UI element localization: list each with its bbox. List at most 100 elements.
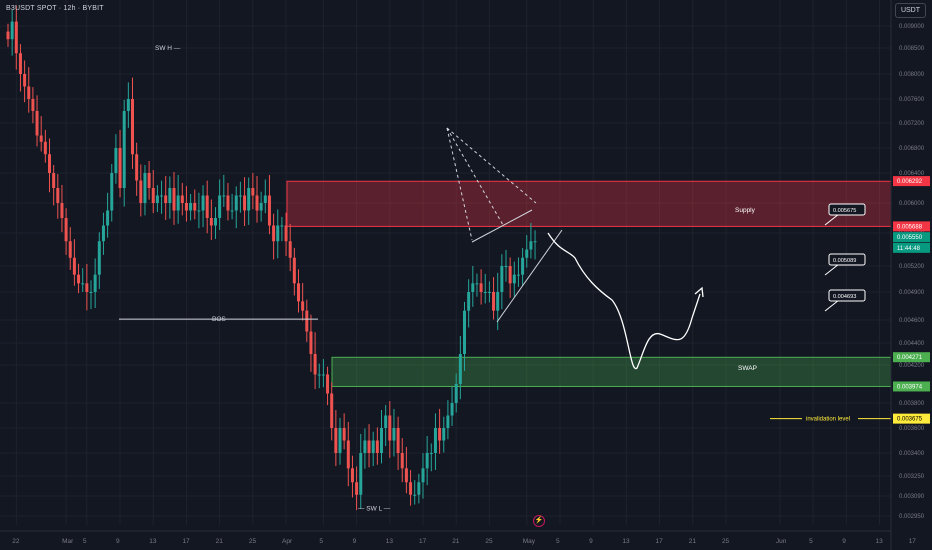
candle	[326, 374, 330, 394]
price-tick: 0.006400	[899, 171, 925, 177]
candle	[309, 331, 313, 354]
candle	[388, 415, 392, 441]
time-tick: 25	[485, 538, 493, 545]
candle	[193, 203, 197, 211]
candle	[272, 225, 276, 242]
candle	[413, 494, 417, 496]
time-tick: 13	[386, 538, 394, 545]
candle	[77, 274, 81, 284]
candle	[367, 440, 371, 453]
price-axis[interactable]	[891, 0, 932, 550]
candle	[350, 468, 354, 483]
currency-button[interactable]: USDT	[894, 3, 926, 18]
price-tag-label: 11:44:48	[897, 246, 921, 252]
target-box[interactable]	[828, 289, 866, 302]
candle	[409, 482, 413, 495]
lightning-icon[interactable]: ⚡	[533, 515, 545, 527]
candle	[301, 301, 305, 311]
candle	[508, 266, 512, 284]
candle	[492, 292, 496, 311]
candle	[525, 249, 529, 258]
target-label: 0.005089	[833, 258, 856, 264]
candle	[205, 195, 209, 218]
price-tag	[893, 352, 930, 363]
candle	[404, 468, 408, 483]
candle	[243, 195, 247, 211]
candle	[359, 453, 363, 495]
candle	[313, 354, 317, 375]
price-tick: 0.006800	[899, 146, 925, 152]
time-tick: Apr	[282, 538, 293, 545]
swap-label: SWAP	[738, 365, 757, 372]
price-tag	[893, 242, 930, 253]
candle	[168, 188, 172, 203]
time-tick: 17	[419, 538, 427, 545]
price-tag	[893, 221, 930, 232]
candle	[238, 195, 242, 197]
swing-high-label: SW H —	[155, 45, 181, 52]
target-box[interactable]	[828, 253, 866, 266]
time-tick: 13	[622, 538, 630, 545]
candle	[126, 99, 130, 111]
candle	[14, 21, 18, 54]
candle	[81, 283, 85, 285]
candle	[180, 195, 184, 203]
price-tick: 0.008500	[899, 46, 925, 52]
time-tick: 25	[249, 538, 257, 545]
candle	[421, 468, 425, 483]
candle	[463, 310, 466, 354]
candle	[118, 148, 122, 188]
candle	[471, 283, 475, 292]
candle	[201, 195, 205, 211]
candle	[450, 403, 454, 416]
candle	[375, 440, 379, 453]
time-tick: 21	[689, 538, 697, 545]
time-tick: 9	[353, 538, 357, 545]
candle	[467, 292, 471, 311]
candle	[106, 210, 110, 226]
candle	[263, 195, 267, 203]
candle	[512, 274, 516, 284]
time-tick: 5	[556, 538, 560, 545]
price-tick: 0.007200	[899, 121, 925, 127]
target-pointer	[824, 213, 840, 226]
candle	[342, 428, 346, 441]
candle	[346, 440, 350, 469]
candle	[533, 241, 537, 243]
candle	[475, 283, 479, 285]
candle	[214, 218, 217, 226]
triangle-upper	[471, 209, 533, 243]
candle	[446, 415, 450, 428]
candle	[496, 292, 500, 311]
time-tick: 9	[842, 538, 846, 545]
candle	[433, 428, 437, 453]
swap-zone	[331, 356, 892, 387]
candle	[18, 53, 22, 74]
target-pointer	[824, 263, 840, 276]
candle	[321, 374, 325, 376]
candle	[305, 310, 309, 332]
target-box[interactable]	[828, 203, 866, 216]
price-tick: 0.003600	[899, 426, 925, 432]
price-tag	[893, 176, 930, 187]
candle	[259, 203, 263, 211]
candle	[330, 393, 334, 428]
candle	[197, 210, 201, 212]
price-tag	[893, 381, 930, 392]
dashed-projection	[446, 127, 537, 204]
candle	[222, 195, 226, 197]
candle	[442, 428, 446, 441]
price-tag-label: 0.003675	[897, 417, 923, 423]
swing-low-label: — SW L —	[358, 505, 391, 512]
candle	[52, 173, 56, 188]
candle	[479, 283, 483, 292]
time-tick: 13	[876, 538, 884, 545]
time-tick: 13	[149, 538, 157, 545]
candle	[27, 86, 31, 99]
candle	[251, 188, 255, 196]
time-tick: 21	[216, 538, 224, 545]
candle	[363, 440, 367, 453]
candle	[209, 218, 213, 226]
